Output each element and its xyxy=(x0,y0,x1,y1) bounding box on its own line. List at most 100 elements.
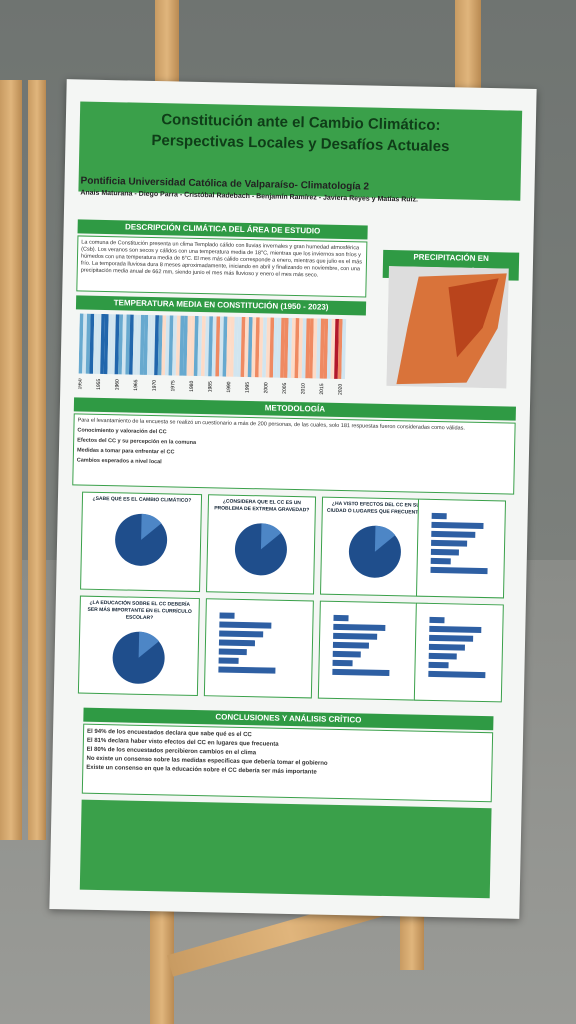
stripe xyxy=(226,316,232,377)
year-label: 1995 xyxy=(245,382,251,393)
stripe xyxy=(334,318,339,379)
bar xyxy=(428,652,457,660)
bar xyxy=(218,657,239,664)
stripe xyxy=(301,318,307,379)
stripe xyxy=(208,316,214,377)
stripe xyxy=(100,313,106,375)
stripe xyxy=(143,314,149,375)
stripe xyxy=(172,315,178,376)
stripe xyxy=(78,313,84,374)
pie-slice xyxy=(260,523,282,550)
stripe xyxy=(283,317,289,378)
stripe xyxy=(190,315,196,376)
bar-chart xyxy=(430,512,488,575)
year-label: 2020 xyxy=(338,384,344,395)
year-label: 2000 xyxy=(263,382,269,393)
bar-chart xyxy=(332,614,390,677)
stripe xyxy=(132,314,138,375)
stripe xyxy=(244,316,250,378)
stripe xyxy=(96,313,102,374)
precipitation-map xyxy=(386,265,509,389)
bar xyxy=(430,566,488,575)
bar xyxy=(219,621,272,629)
bar xyxy=(218,648,247,656)
year-label: 1970 xyxy=(152,380,158,391)
stripe xyxy=(305,318,311,379)
stripe xyxy=(222,316,228,377)
methodology-box: Para el levantamiento de la encuesta se … xyxy=(72,413,516,495)
stripe xyxy=(89,313,95,374)
stripe xyxy=(290,317,296,379)
year-label: 1990 xyxy=(226,381,232,392)
stripe xyxy=(150,315,156,376)
footer-band xyxy=(79,799,492,899)
stripe xyxy=(85,313,91,374)
bar xyxy=(430,548,459,556)
year-label: 1975 xyxy=(170,380,176,391)
stripe xyxy=(262,317,267,378)
year-label: 1960 xyxy=(114,379,120,390)
stripe xyxy=(280,317,285,378)
stripe xyxy=(92,313,98,374)
frame-post xyxy=(28,80,46,840)
stripe xyxy=(110,314,116,375)
stripe xyxy=(218,316,224,377)
stripe xyxy=(272,317,278,378)
stripe xyxy=(204,316,210,377)
bar-chart-card xyxy=(413,602,504,703)
bar xyxy=(431,521,484,529)
bar-chart xyxy=(428,616,486,679)
stripe xyxy=(128,314,134,375)
stripe xyxy=(236,316,242,377)
stripe xyxy=(233,316,239,377)
bar xyxy=(428,643,465,651)
year-label: 1950 xyxy=(78,378,83,389)
stripe xyxy=(157,315,163,376)
pie-slice xyxy=(374,525,396,552)
stripe xyxy=(193,315,199,376)
stripe xyxy=(175,315,181,376)
stripe xyxy=(251,317,257,378)
bar xyxy=(429,634,474,642)
pie-slice xyxy=(234,523,287,576)
chart-card: ¿CONSIDERA QUE EL CC ES UN PROBLEMA DE E… xyxy=(206,494,317,595)
stripe xyxy=(114,314,120,375)
stripe xyxy=(308,318,314,379)
stripe xyxy=(146,314,152,375)
stripe xyxy=(287,317,293,378)
bar xyxy=(332,659,353,667)
stripe xyxy=(136,314,142,375)
bar xyxy=(428,661,449,669)
map-area xyxy=(448,278,499,358)
stripe xyxy=(258,317,264,378)
warming-stripes: 1950 1955 1960 1965 1970 1975 1980 1985 1990 1995… xyxy=(78,313,347,395)
frame-post xyxy=(0,80,22,840)
year-label: 1955 xyxy=(96,379,102,390)
stripe xyxy=(316,318,321,379)
stripe xyxy=(265,317,271,378)
stripe xyxy=(154,315,160,376)
bar xyxy=(332,650,361,658)
chart-card: ¿LA EDUCACIÓN SOBRE EL CC DEBERÍA SER MÁ… xyxy=(77,595,200,697)
pie-slice xyxy=(138,631,159,658)
bar-chart-card xyxy=(317,600,428,701)
stripe xyxy=(240,316,246,377)
bar xyxy=(219,630,264,638)
stripe xyxy=(139,314,145,375)
stripe xyxy=(312,318,318,379)
stripe xyxy=(254,317,260,378)
stripe xyxy=(247,317,253,378)
chart-title: ¿HA VISTO EFECTOS DEL CC EN SU CIUDAD O … xyxy=(326,500,425,516)
stripe xyxy=(125,314,131,375)
stripe xyxy=(197,315,203,377)
stripe xyxy=(82,313,88,374)
bar xyxy=(431,539,468,547)
stripe xyxy=(337,318,343,379)
year-label: 2010 xyxy=(300,383,306,394)
stripe xyxy=(161,315,167,376)
chart-card: ¿SABE QUÉ ES EL CAMBIO CLIMÁTICO? xyxy=(80,491,203,593)
pie-chart xyxy=(348,525,401,578)
stripe xyxy=(118,314,124,375)
pie-chart xyxy=(234,523,287,576)
